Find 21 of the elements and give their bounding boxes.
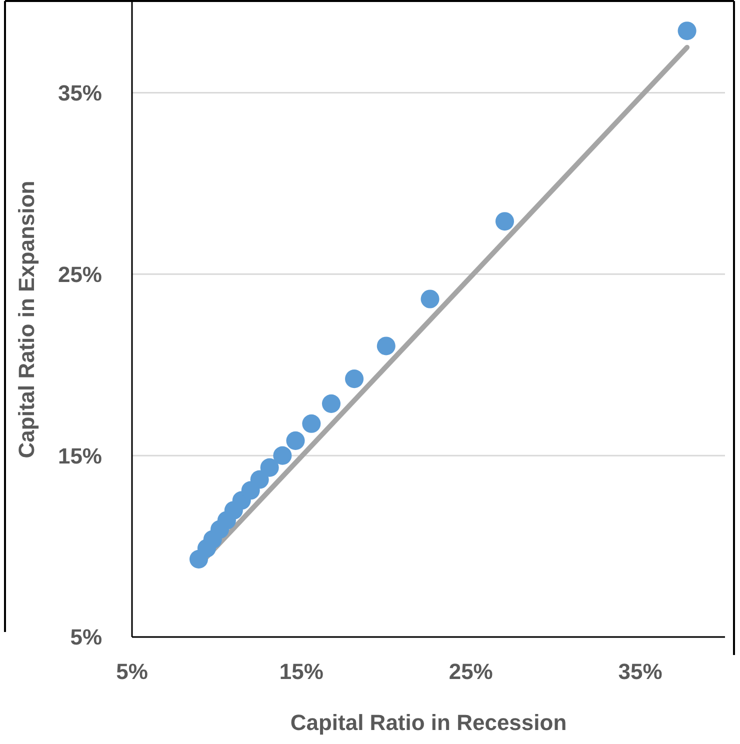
point <box>250 470 269 489</box>
y-tick-label: 35% <box>58 80 102 106</box>
point <box>286 431 305 450</box>
point <box>420 290 440 308</box>
point <box>273 446 292 465</box>
y-tick-label: 25% <box>58 262 102 287</box>
y-axis-title: Capital Ratio in Expansion <box>14 180 39 458</box>
x-tick-label: 15% <box>279 659 324 684</box>
point <box>302 414 321 433</box>
y-tick-label: 5% <box>70 624 102 650</box>
y-tick-label: 15% <box>58 443 102 468</box>
x-axis-title: Capital Ratio in Recession <box>290 710 567 735</box>
x-tick-label: 5% <box>116 659 148 684</box>
point <box>322 394 341 413</box>
point <box>678 22 696 40</box>
x-tick-label: 25% <box>448 659 493 684</box>
x-tick-label: 35% <box>618 659 662 684</box>
point <box>495 212 514 231</box>
point <box>260 458 279 477</box>
point <box>376 336 396 356</box>
point <box>345 370 364 388</box>
